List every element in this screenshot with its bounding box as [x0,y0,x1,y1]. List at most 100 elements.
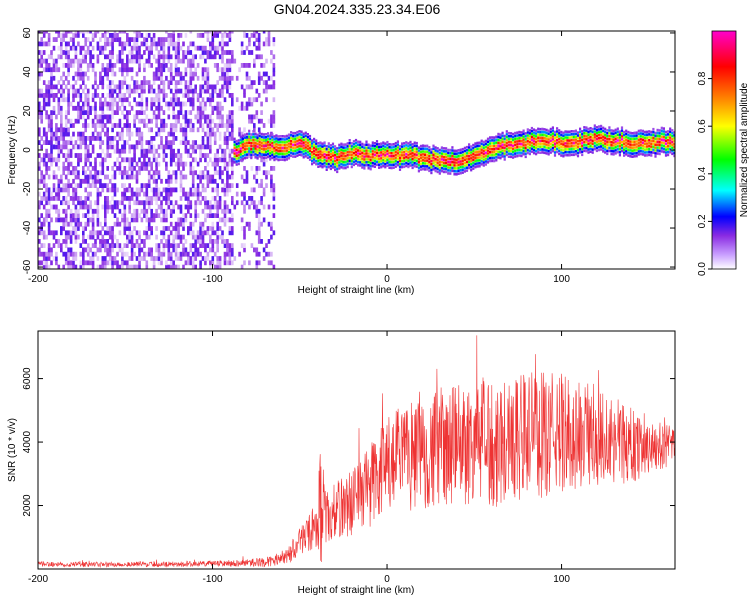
spectrogram-cell [130,105,134,111]
spectrogram-cell [116,131,119,137]
spectrogram-cell [226,170,229,176]
spectrogram-cell [135,170,139,176]
spectrogram-cell [237,142,240,145]
spectrogram-cell [620,141,624,144]
spectrogram-cell [468,160,471,164]
spectrogram-cell [167,84,171,90]
spectrogram-cell [160,71,163,77]
spectrogram-cell [79,75,83,81]
spectrogram-cell [204,144,207,150]
spectrogram-cell [526,137,529,140]
spectrogram-cell [262,256,266,261]
spectrogram-cell [74,187,78,193]
spectrogram-cell [296,154,299,157]
spectrogram-cell [255,110,259,115]
spectrogram-cell [130,166,134,171]
spectrogram-cell [267,251,271,257]
spectrogram-cell [96,131,100,137]
spectrogram-cell [457,154,460,158]
spectrogram-cell [327,148,330,151]
spectrogram-cell [667,136,670,139]
spectrogram-cell [213,170,217,176]
spectrogram-cell [40,170,43,176]
spectrogram-cell [174,230,178,236]
spectrogram-cell [226,67,229,73]
spectrogram-cell [116,217,119,223]
spectrogram-cell [167,54,171,60]
spectrogram-cell [50,161,53,167]
spectrogram-cell [147,161,151,167]
spectrogram-cell [505,139,508,142]
spectrogram-cell [69,208,73,214]
spectrogram-cell [275,146,278,149]
spectrogram-cell [147,58,151,64]
spectrogram-cell [319,144,322,147]
spectrogram-cell [493,159,496,163]
spectrogram-cell [84,127,87,133]
spectrogram-cell [380,162,383,166]
spectrogram-cell [457,160,460,164]
spectrogram-cell [246,132,249,136]
spectrogram-cell [72,200,75,206]
spectrogram-cell [106,153,109,158]
spectrogram-cell [457,172,460,175]
spectrogram-cell [150,101,153,107]
spectrogram-cell [430,168,433,172]
spectrogram-cell [194,204,197,210]
spectrogram-cell [113,110,117,115]
spectrogram-cell [243,243,246,248]
spectrogram-cell [169,161,173,167]
spectrogram-cell [187,251,190,257]
spectrogram-cell [308,152,312,156]
spectrogram-cell [639,152,642,156]
spectrogram-cell [113,260,117,266]
spectrogram-cell [296,145,299,149]
spectrogram-cell [152,75,156,81]
spectrogram-cell [279,152,282,156]
spectrogram-cell [426,159,429,162]
spectrogram-cell [84,144,87,150]
spectrogram-cell [520,154,523,158]
spectrogram-cell [113,33,117,38]
spectrogram-cell [174,264,178,269]
spectrogram-cell [189,221,193,227]
spectrogram-cell [600,136,603,140]
colorbar-tick-label: 0.2 [697,214,708,228]
spectrogram-cell [401,165,404,169]
spectrogram-cell [667,141,670,145]
spectrogram-cell [84,110,87,115]
spectrogram-cell [111,166,114,171]
spectrogram-cell [191,54,195,60]
spectrogram-cell [231,93,234,98]
spectrogram-cell [253,31,256,34]
spectrogram-cell [162,58,166,64]
spectrogram-cell [140,118,144,124]
spectrogram-cell [648,153,651,157]
spectrogram-cell [209,50,212,55]
spectrogram-cell [104,264,107,269]
spectrogram-cell [172,234,175,240]
spectrogram-cell [118,37,122,42]
spectrogram-cell [300,139,303,142]
y-tick-label: 6000 [22,367,33,390]
spectrogram-cell [177,221,180,227]
spectrogram-cell [221,148,224,154]
spectrogram-cell [152,41,156,47]
spectrogram-cell [94,80,97,85]
spectrogram-cell [271,136,274,139]
spectrogram-cell [179,110,183,115]
spectrogram-cell [69,45,73,51]
spectrogram-cell [106,196,109,201]
spectrogram-cell [206,71,210,77]
spectrogram-cell [361,148,364,152]
spectrogram-cell [560,133,563,137]
spectrogram-cell [392,143,395,146]
spectrogram-cell [257,54,261,60]
spectrogram-cell [145,80,149,85]
spectrogram-cell [518,154,521,157]
spectrogram-cell [407,153,410,157]
spectrogram-cell [226,114,229,120]
spectrogram-cell [130,217,134,223]
spectrogram-cell [478,144,481,148]
spectrogram-cell [121,67,124,73]
